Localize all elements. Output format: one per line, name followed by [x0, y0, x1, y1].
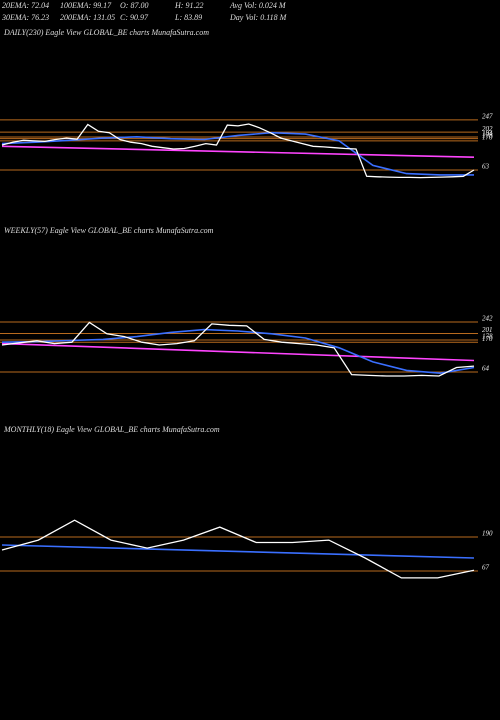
- y-tick-label: 64: [482, 365, 490, 373]
- stat-text: L: 83.89: [174, 13, 202, 22]
- y-tick-label: 190: [482, 530, 493, 538]
- stat-text: Day Vol: 0.118 M: [229, 13, 288, 22]
- stat-text: 20EMA: 72.04: [2, 1, 49, 10]
- price-line: [1, 544, 475, 559]
- y-tick-label: 63: [482, 163, 490, 171]
- price-line: [1, 519, 475, 579]
- y-tick-label: 247: [482, 112, 493, 120]
- price-line: [1, 131, 474, 176]
- stat-text: Avg Vol: 0.024 M: [229, 1, 287, 10]
- panel-title: WEEKLY(57) Eagle View GLOBAL_BE charts M…: [4, 226, 214, 235]
- price-line: [1, 328, 475, 375]
- y-tick-label: 178: [482, 131, 493, 139]
- price-line: [1, 145, 475, 158]
- stat-text: O: 87.00: [120, 1, 148, 10]
- panel-title: MONTHLY(18) Eagle View GLOBAL_BE charts …: [3, 425, 220, 434]
- y-tick-label: 201: [482, 326, 493, 334]
- y-tick-label: 184: [482, 130, 493, 138]
- y-tick-label: 202: [482, 125, 493, 133]
- y-tick-label: 170: [482, 335, 493, 343]
- y-tick-label: 178: [482, 333, 493, 341]
- stat-text: 100EMA: 99.17: [60, 1, 112, 10]
- price-line: [1, 342, 475, 362]
- stat-text: C: 90.97: [120, 13, 149, 22]
- stat-text: 30EMA: 76.23: [1, 13, 49, 22]
- price-line: [1, 123, 475, 179]
- stat-text: H: 91.22: [174, 1, 203, 10]
- y-tick-label: 67: [482, 564, 490, 572]
- panel-title: DAILY(230) Eagle View GLOBAL_BE charts M…: [3, 28, 209, 37]
- y-tick-label: 170: [482, 133, 493, 141]
- price-line: [1, 321, 475, 377]
- stat-text: 200EMA: 131.05: [60, 13, 115, 22]
- y-tick-label: 242: [482, 315, 493, 323]
